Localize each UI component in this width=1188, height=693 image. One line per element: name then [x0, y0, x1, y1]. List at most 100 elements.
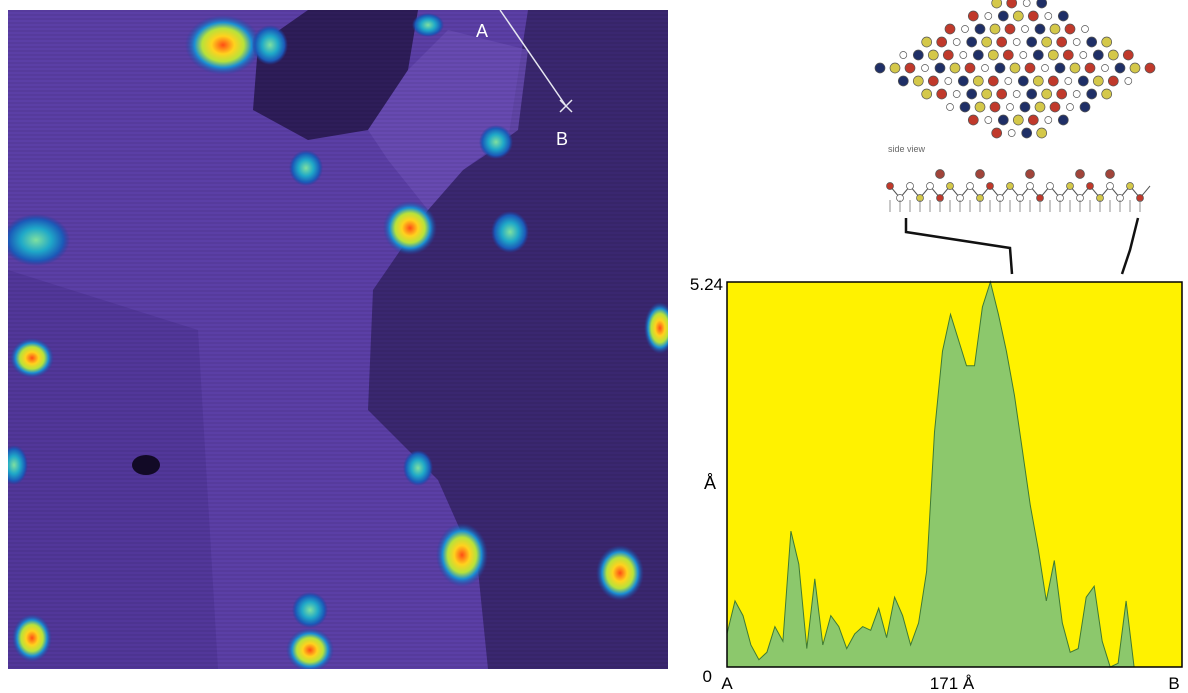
atom	[1044, 116, 1053, 124]
atom	[889, 62, 901, 74]
atom	[1049, 23, 1061, 35]
atom	[1006, 182, 1014, 190]
atom	[989, 23, 1001, 35]
atom	[1062, 49, 1074, 61]
atom	[1012, 38, 1021, 46]
atom	[1026, 88, 1038, 100]
atom	[949, 62, 961, 74]
atom	[1017, 75, 1029, 87]
atom	[1057, 10, 1069, 22]
atom	[967, 10, 979, 22]
atom	[927, 49, 939, 61]
atom	[987, 49, 999, 61]
atom	[1114, 62, 1126, 74]
atom	[1144, 62, 1156, 74]
atom	[1012, 114, 1024, 126]
atom	[989, 101, 1001, 113]
atom	[1046, 182, 1054, 190]
y-tick-max: 5.24	[690, 275, 723, 294]
atom	[972, 49, 984, 61]
atom	[1106, 182, 1114, 190]
atom	[1084, 62, 1096, 74]
atom	[961, 25, 969, 33]
adsorbate-blob	[286, 628, 334, 669]
atom	[966, 36, 978, 48]
adsorbate-blob	[252, 25, 288, 65]
stm-image: A B	[8, 10, 668, 669]
atom	[1041, 36, 1053, 48]
adsorbate-blob	[436, 523, 488, 587]
atom	[1032, 75, 1044, 87]
atom	[972, 75, 984, 87]
atom	[1086, 182, 1094, 190]
atom	[1122, 49, 1134, 61]
atom	[1079, 101, 1091, 113]
atom	[1002, 49, 1014, 61]
atom	[986, 182, 994, 190]
atom	[991, 127, 1003, 139]
atom	[1101, 88, 1113, 100]
atom	[1092, 49, 1104, 61]
atom	[1032, 49, 1044, 61]
atom	[1072, 38, 1081, 46]
atom	[966, 182, 974, 190]
atom	[1101, 64, 1109, 72]
atom	[1092, 75, 1104, 87]
atom	[1126, 182, 1134, 190]
atom	[991, 0, 1003, 9]
atom	[1044, 12, 1053, 20]
molecule-top-view	[874, 0, 1156, 139]
atom	[1006, 103, 1014, 111]
adsorbate-blob	[8, 214, 70, 266]
atom	[1034, 23, 1046, 35]
atom	[984, 12, 993, 20]
profile-end-mark	[559, 99, 573, 113]
atom	[1057, 114, 1069, 126]
y-tick-zero: 0	[703, 667, 712, 686]
atom	[1026, 182, 1034, 190]
adsorbate-blob	[8, 445, 28, 485]
atom	[1041, 88, 1053, 100]
atom	[897, 75, 909, 87]
atom	[1027, 114, 1039, 126]
atom	[1004, 23, 1016, 35]
atom	[981, 64, 989, 72]
adsorbate-blob	[479, 125, 513, 159]
atom	[981, 88, 993, 100]
side-view-caption: side view	[888, 144, 926, 154]
atom	[1047, 49, 1059, 61]
atom	[1054, 62, 1066, 74]
atom	[996, 88, 1008, 100]
atom	[936, 36, 948, 48]
atom	[1009, 62, 1021, 74]
atom	[952, 38, 961, 46]
atom	[912, 75, 924, 87]
molecule-diagram: side view	[874, 0, 1156, 275]
adsorbate-blob	[289, 150, 323, 186]
atom	[974, 23, 986, 35]
atom	[912, 49, 924, 61]
atom	[1007, 129, 1016, 137]
atom	[1069, 62, 1081, 74]
marker-b: B	[556, 129, 568, 149]
atom	[1027, 10, 1039, 22]
x-tick-end: B	[1168, 674, 1179, 693]
atom	[1064, 23, 1076, 35]
atom	[1004, 77, 1013, 85]
atom	[1056, 88, 1068, 100]
atom	[987, 75, 999, 87]
atom	[1072, 90, 1081, 98]
atom	[927, 75, 939, 87]
y-axis-label: Å	[704, 473, 716, 493]
atom	[967, 114, 979, 126]
atom	[1075, 169, 1085, 179]
adsorbate-blob	[12, 614, 52, 662]
atom	[921, 64, 929, 72]
atom	[994, 62, 1006, 74]
x-tick-mid: 171 Å	[930, 674, 975, 693]
atom	[1019, 51, 1028, 59]
adsorbate-blob	[412, 13, 444, 37]
atom	[1021, 25, 1029, 33]
bracket-right	[1120, 217, 1140, 275]
atom	[921, 88, 933, 100]
